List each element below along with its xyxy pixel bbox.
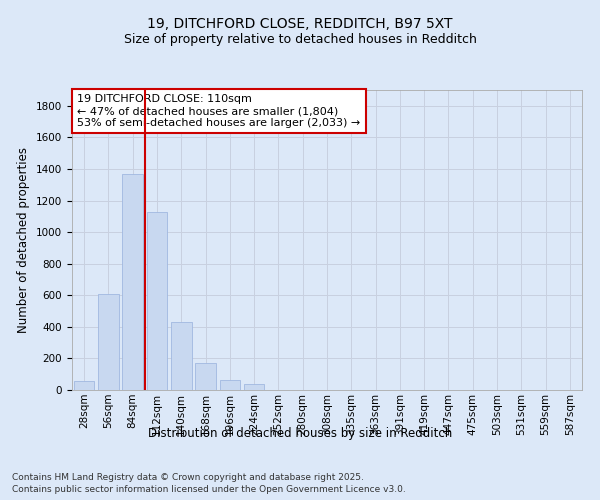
Bar bbox=[171, 322, 191, 390]
Bar bbox=[220, 380, 240, 390]
Bar bbox=[122, 174, 143, 390]
Bar bbox=[74, 382, 94, 390]
Bar bbox=[98, 294, 119, 390]
Text: 19 DITCHFORD CLOSE: 110sqm
← 47% of detached houses are smaller (1,804)
53% of s: 19 DITCHFORD CLOSE: 110sqm ← 47% of deta… bbox=[77, 94, 361, 128]
Y-axis label: Number of detached properties: Number of detached properties bbox=[17, 147, 31, 333]
Text: Contains HM Land Registry data © Crown copyright and database right 2025.: Contains HM Land Registry data © Crown c… bbox=[12, 472, 364, 482]
Bar bbox=[195, 363, 216, 390]
Bar bbox=[244, 384, 265, 390]
Text: 19, DITCHFORD CLOSE, REDDITCH, B97 5XT: 19, DITCHFORD CLOSE, REDDITCH, B97 5XT bbox=[147, 18, 453, 32]
Text: Distribution of detached houses by size in Redditch: Distribution of detached houses by size … bbox=[148, 428, 452, 440]
Text: Contains public sector information licensed under the Open Government Licence v3: Contains public sector information licen… bbox=[12, 485, 406, 494]
Bar bbox=[146, 212, 167, 390]
Text: Size of property relative to detached houses in Redditch: Size of property relative to detached ho… bbox=[124, 32, 476, 46]
